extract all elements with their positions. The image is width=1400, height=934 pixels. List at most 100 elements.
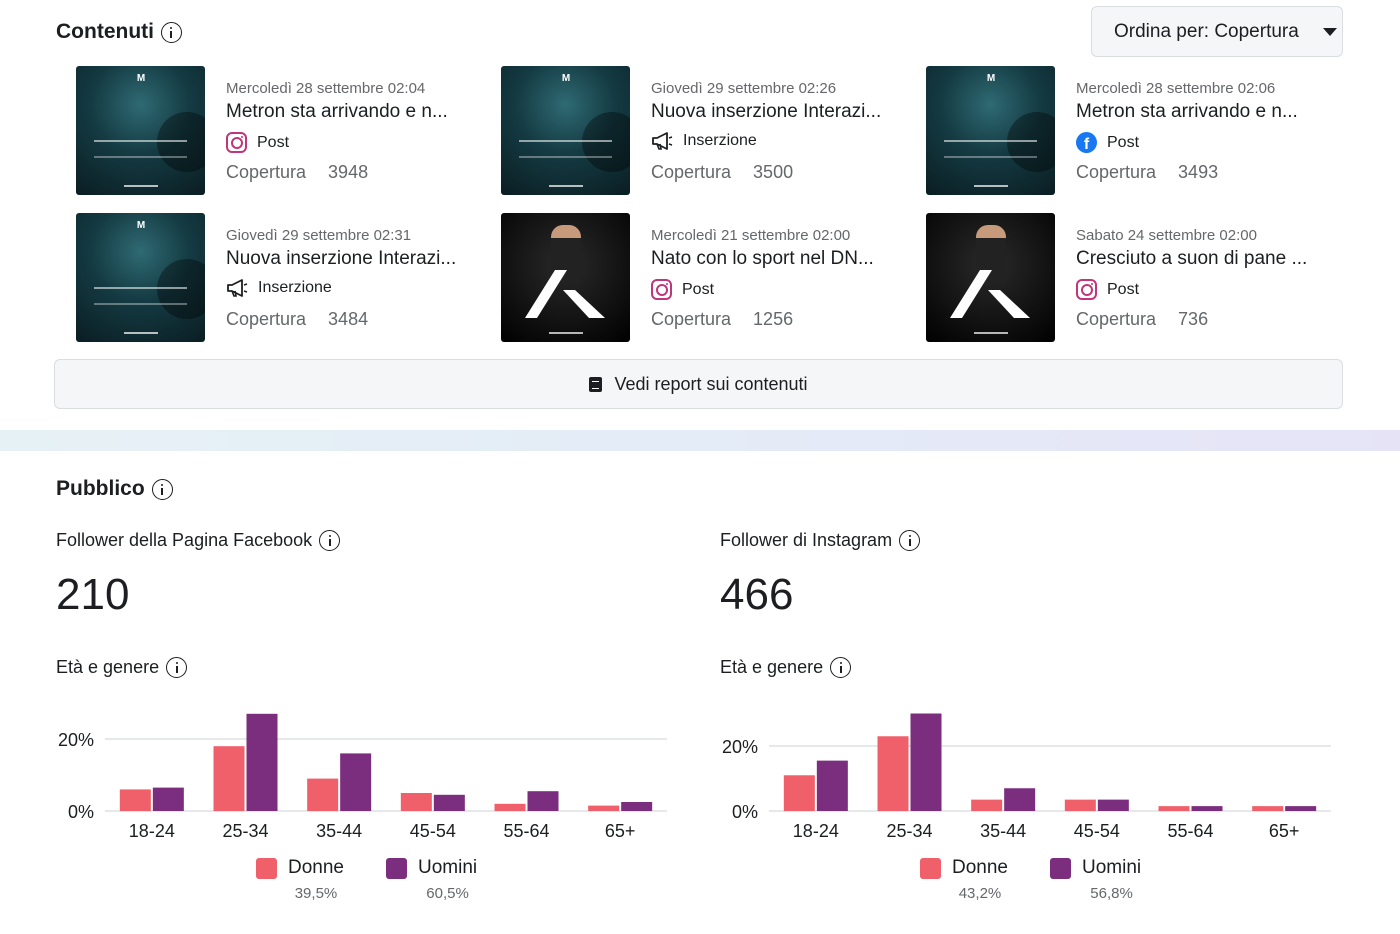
reach-value: 3484 [328,309,369,329]
bar-uomini-18-24[interactable] [152,787,184,811]
instagram-icon [651,279,672,300]
content-title[interactable]: Cresciuto a suon di pane ... [1076,248,1308,269]
bar-uomini-25-34[interactable] [246,713,278,811]
bar-uomini-25-34[interactable] [910,713,942,812]
content-reach: Copertura 1256 [651,309,793,330]
bar-uomini-65+[interactable] [621,802,653,811]
bar-donne-45-54[interactable] [400,793,432,811]
content-card[interactable]: M Giovedì 29 settembre 02:26 Nuova inserzi… [501,66,901,196]
content-card[interactable]: M Giovedì 29 settembre 02:31 Nuova inserzi… [76,213,476,343]
bar-donne-55-64[interactable] [494,803,526,811]
instagram-icon [226,132,247,153]
bar-uomini-35-44[interactable] [340,753,372,811]
x-tick-label: 65+ [1269,821,1300,841]
content-title[interactable]: Metron sta arrivando e n... [1076,101,1298,122]
content-card[interactable]: Mercoledì 21 settembre 02:00 Nato con lo … [501,213,901,343]
content-thumbnail[interactable]: M [501,66,630,195]
bar-uomini-55-64[interactable] [527,791,559,811]
content-date: Mercoledì 28 settembre 02:06 [1076,80,1276,97]
bar-donne-18-24[interactable] [783,775,815,811]
audience-title: Pubblico [56,477,173,501]
info-icon[interactable] [899,530,921,551]
bar-donne-65+[interactable] [1252,806,1284,811]
instagram-icon [1076,279,1097,300]
legend-item-uomini[interactable]: Uomini 60,5% [386,857,477,902]
legend-label: Uomini [418,857,478,878]
content-thumbnail[interactable]: M [76,213,205,342]
info-icon[interactable] [160,21,182,43]
sort-dropdown[interactable]: Ordina per: Copertura [1091,6,1343,57]
caret-down-icon [1322,27,1337,36]
facebook-followers-label: Follower della Pagina Facebook [56,530,341,551]
legend-share: 39,5% [294,885,338,902]
reach-label: Copertura [651,309,732,329]
content-title[interactable]: Metron sta arrivando e n... [226,101,448,122]
instagram-chart-legend: Donne 43,2% Uomini 56,8% [920,857,1141,902]
instagram-followers-count: 466 [720,570,794,619]
bar-uomini-35-44[interactable] [1004,788,1036,811]
instagram-age-gender-chart: 0% 20% 18-24 25-34 35-44 45-54 55-64 65+ [722,713,1331,841]
facebook-icon: f [1076,132,1097,153]
bar-uomini-18-24[interactable] [816,760,848,811]
bar-donne-35-44[interactable] [971,799,1003,811]
legend-swatch [256,857,277,879]
content-type-label: Inserzione [258,279,332,296]
bar-uomini-45-54[interactable] [433,794,465,811]
x-tick-label: 35-44 [980,821,1026,841]
content-card[interactable]: M Mercoledì 28 settembre 02:04 Metron sta … [76,66,476,196]
content-title[interactable]: Nato con lo sport nel DN... [651,248,874,269]
info-icon[interactable] [319,530,341,551]
content-thumbnail[interactable]: M [76,66,205,195]
report-icon [589,376,603,392]
info-icon[interactable] [830,657,852,678]
legend-share: 56,8% [1090,885,1133,902]
info-icon[interactable] [151,478,173,500]
content-reach: Copertura 3500 [651,162,793,183]
instagram-age-gender-title: Età e genere [720,657,852,678]
legend-share: 60,5% [426,885,469,902]
legend-swatch [920,857,941,879]
bar-uomini-65+[interactable] [1285,806,1317,811]
x-tick-label: 18-24 [793,821,839,841]
content-title[interactable]: Nuova inserzione Interazi... [226,248,457,269]
content-type: f Post [1076,132,1139,153]
x-tick-label: 25-34 [886,821,932,841]
bar-donne-18-24[interactable] [119,789,151,811]
content-card[interactable]: M Mercoledì 28 settembre 02:06 Metron sta … [926,66,1326,196]
reach-label: Copertura [1076,162,1157,182]
x-tick-label: 45-54 [1074,821,1120,841]
legend-item-donne[interactable]: Donne 39,5% [256,857,344,902]
reach-value: 1256 [753,309,794,329]
bar-uomini-55-64[interactable] [1191,806,1223,811]
content-type-label: Post [1107,133,1140,151]
facebook-age-gender-chart: 0% 20% 18-24 25-34 35-44 45-54 55-64 65+ [58,713,667,841]
megaphone-icon [227,279,248,297]
x-tick-label: 25-34 [222,821,268,841]
bar-donne-45-54[interactable] [1064,799,1096,811]
legend-item-uomini[interactable]: Uomini 56,8% [1050,857,1141,902]
content-type-label: Post [682,280,715,298]
bar-donne-35-44[interactable] [307,778,339,811]
legend-item-donne[interactable]: Donne 43,2% [920,857,1008,902]
bar-donne-25-34[interactable] [213,746,245,811]
bar-donne-65+[interactable] [588,805,620,811]
x-tick-label: 55-64 [1167,821,1213,841]
bar-donne-55-64[interactable] [1158,806,1190,811]
content-reach: Copertura 3948 [226,162,368,183]
content-card[interactable]: Sabato 24 settembre 02:00 Cresciuto a suo… [926,213,1326,343]
x-tick-label: 35-44 [316,821,362,841]
content-type-label: Inserzione [683,132,757,149]
content-thumbnail[interactable]: M [926,66,1055,195]
reach-label: Copertura [1076,309,1157,329]
bar-donne-25-34[interactable] [877,736,909,811]
content-date: Giovedì 29 settembre 02:31 [226,227,412,244]
info-icon[interactable] [166,657,188,678]
content-reach: Copertura 736 [1076,309,1208,330]
instagram-followers-label: Follower di Instagram [720,530,921,551]
content-title[interactable]: Nuova inserzione Interazi... [651,101,882,122]
bar-uomini-45-54[interactable] [1097,799,1129,811]
content-thumbnail[interactable] [926,213,1055,342]
legend-share: 43,2% [958,885,1002,902]
view-content-report-button[interactable]: Vedi report sui contenuti [54,359,1343,409]
content-thumbnail[interactable] [501,213,630,342]
